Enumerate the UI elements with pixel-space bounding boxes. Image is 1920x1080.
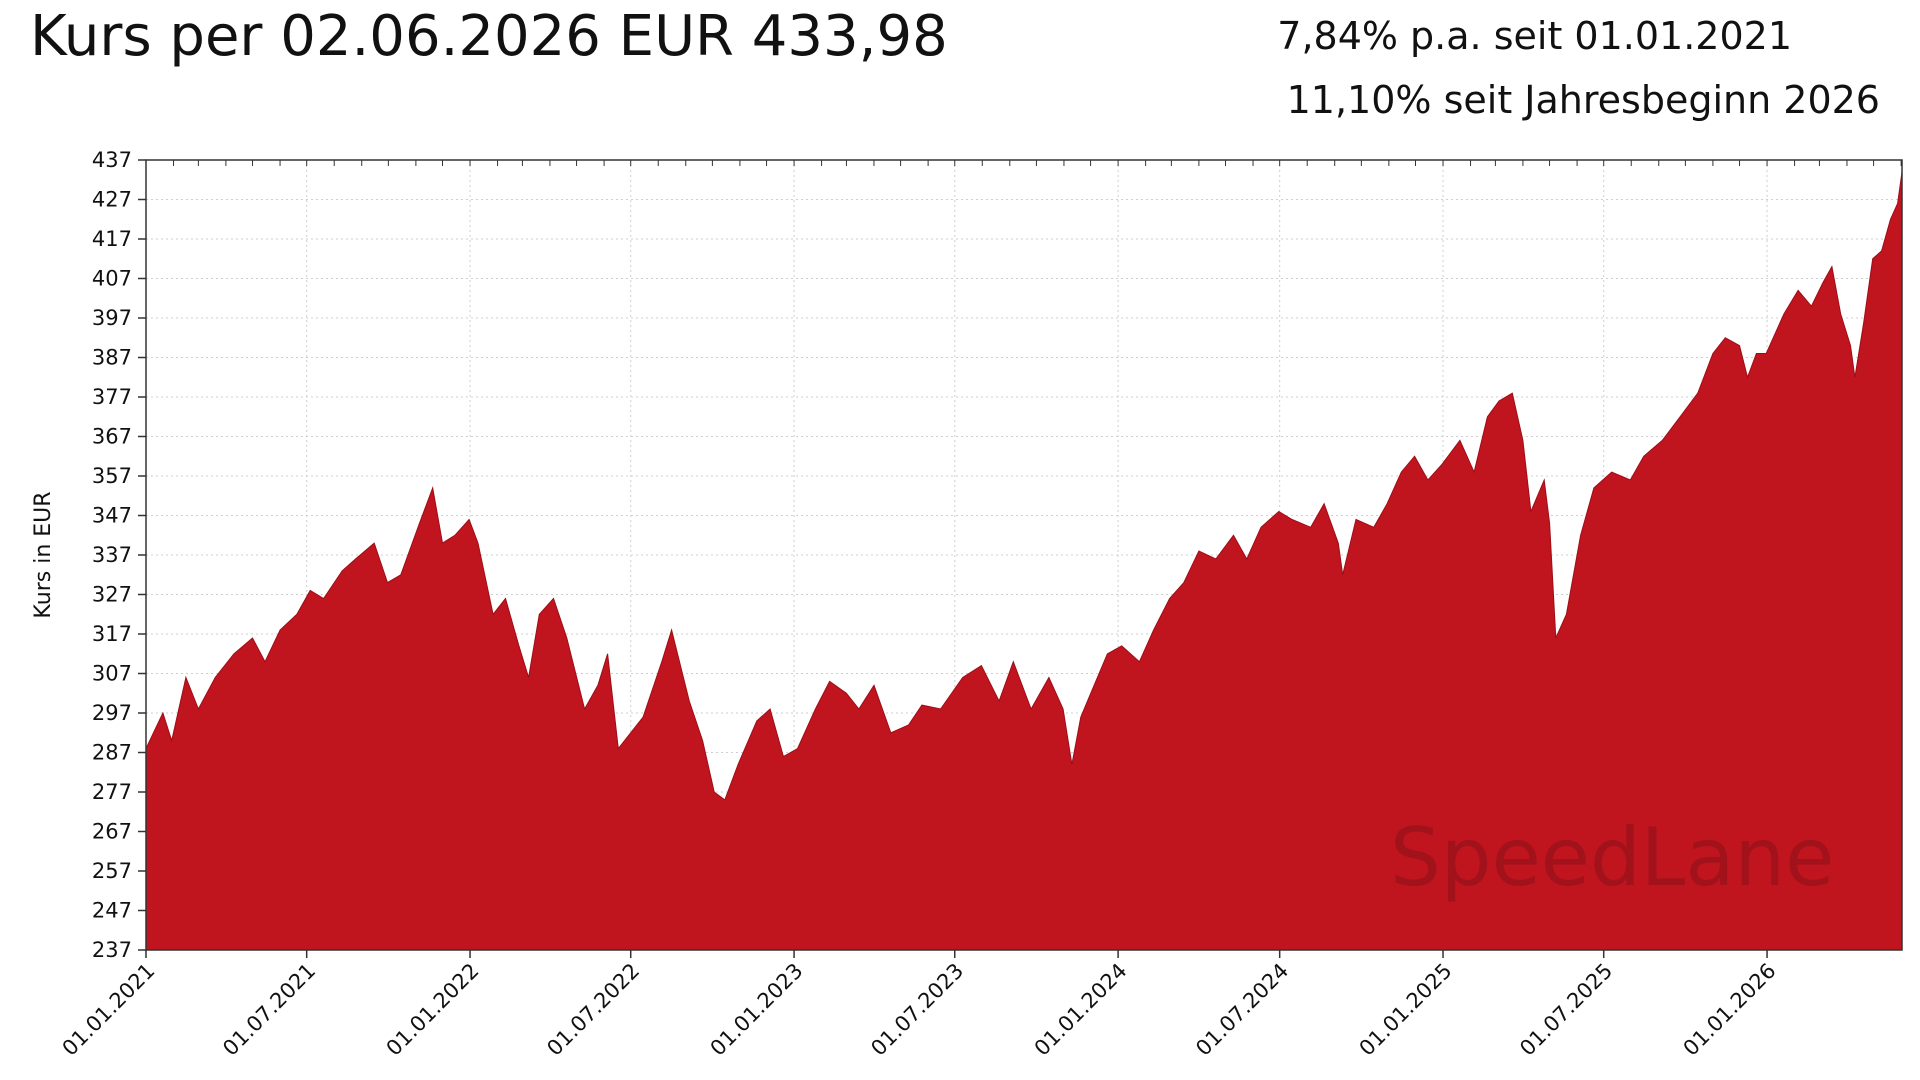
y-tick-label: 277: [92, 780, 132, 804]
x-tick-label: 01.07.2022: [542, 959, 644, 1061]
y-tick-label: 337: [92, 543, 132, 567]
x-tick-label: 01.01.2025: [1355, 959, 1457, 1061]
y-tick-label: 297: [92, 701, 132, 725]
y-tick-label: 387: [92, 346, 132, 370]
y-tick-label: 407: [92, 267, 132, 291]
y-axis-label: Kurs in EUR: [31, 491, 56, 618]
y-tick-label: 237: [92, 938, 132, 962]
x-tick-label: 01.01.2023: [706, 959, 808, 1061]
y-tick-label: 417: [92, 227, 132, 251]
y-tick-label: 267: [92, 820, 132, 844]
x-tick-label: 01.01.2024: [1030, 959, 1132, 1061]
y-tick-label: 397: [92, 306, 132, 330]
y-tick-label: 287: [92, 741, 132, 765]
y-tick-label: 307: [92, 662, 132, 686]
x-tick-label: 01.01.2021: [58, 959, 160, 1061]
y-tick-label: 347: [92, 504, 132, 528]
chart-title: Kurs per 02.06.2026 EUR 433,98: [30, 4, 948, 69]
x-tick-label: 01.01.2026: [1679, 959, 1781, 1061]
y-tick-label: 437: [92, 148, 132, 172]
y-tick-label: 327: [92, 583, 132, 607]
price-area: [145, 171, 1903, 951]
y-tick-label: 317: [92, 622, 132, 646]
y-tick-label: 367: [92, 425, 132, 449]
y-axis: 437 427 417 407 397 387 377 367 357 347 337 327 317 3…: [92, 148, 146, 962]
y-tick-label: 357: [92, 464, 132, 488]
x-tick-label: 01.07.2025: [1515, 959, 1617, 1061]
x-tick-label: 01.07.2024: [1191, 959, 1293, 1061]
annual-return-text: 7,84% p.a. seit 01.01.2021: [1277, 14, 1792, 58]
y-tick-label: 247: [92, 899, 132, 923]
x-tick-label: 01.07.2023: [866, 959, 968, 1061]
y-tick-label: 257: [92, 859, 132, 883]
watermark: SpeedLane: [1390, 811, 1834, 904]
y-tick-label: 427: [92, 188, 132, 212]
x-tick-label: 01.01.2022: [382, 959, 484, 1061]
x-tick-label: 01.07.2021: [218, 959, 320, 1061]
ytd-return-text: 11,10% seit Jahresbeginn 2026: [1286, 78, 1880, 122]
y-tick-label: 377: [92, 385, 132, 409]
